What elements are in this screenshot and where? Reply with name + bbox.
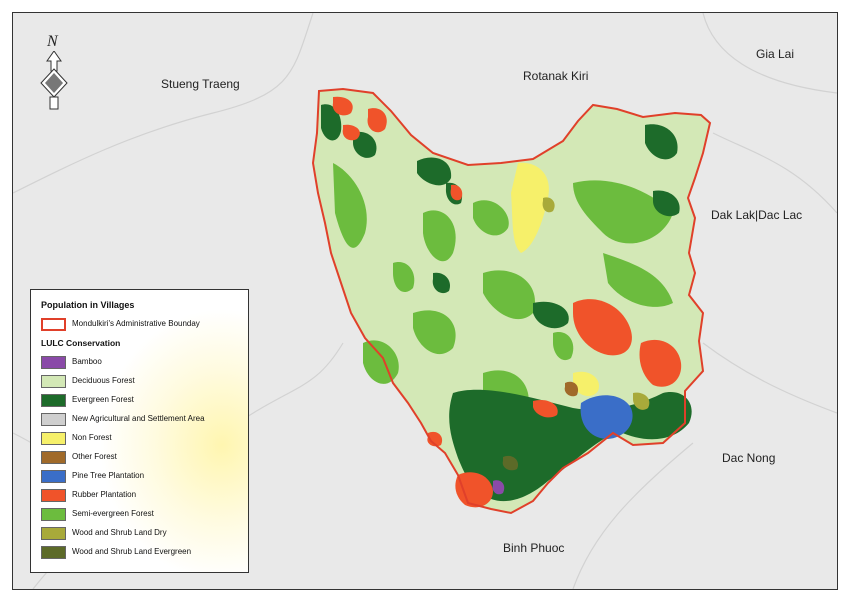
legend-swatch <box>41 470 66 483</box>
legend-swatch <box>41 508 66 521</box>
legend-swatch <box>41 489 66 502</box>
place-label-stueng-traeng: Stueng Traeng <box>161 77 240 91</box>
shrub-dry-patches <box>542 197 650 410</box>
legend-item-label: Wood and Shrub Land Evergreen <box>72 547 192 556</box>
bamboo-patch <box>492 480 505 495</box>
legend-item-label: Bamboo <box>72 357 102 366</box>
place-label-dak-lak: Dak Lak|Dac Lac <box>711 208 803 222</box>
rubber-plantation-patches <box>332 96 682 508</box>
mondulkiri-province <box>311 87 712 515</box>
legend-swatch <box>41 375 66 388</box>
legend-item-label: Deciduous Forest <box>72 376 135 385</box>
other-forest-patch <box>564 381 579 397</box>
boundary-swatch <box>41 318 66 331</box>
place-label-binh-phuoc: Binh Phuoc <box>503 541 565 555</box>
pine-plantation-patch <box>580 395 633 439</box>
legend-subtitle: LULC Conservation <box>41 338 121 348</box>
legend-item-label: Semi-evergreen Forest <box>72 509 154 518</box>
place-label-gia-lai: Gia Lai <box>756 47 795 61</box>
legend-swatch <box>41 546 66 559</box>
legend-swatch <box>41 527 66 540</box>
legend-swatch <box>41 451 66 464</box>
legend-item-label: Non Forest <box>72 433 112 442</box>
non-forest-patches <box>511 162 599 397</box>
legend-item-label: Wood and Shrub Land Dry <box>72 528 167 537</box>
legend-swatch <box>41 394 66 407</box>
legend-swatch <box>41 356 66 369</box>
legend-swatch <box>41 432 66 445</box>
map-canvas <box>13 13 837 589</box>
legend-item-label: Evergreen Forest <box>72 395 134 404</box>
legend-title: Population in Villages <box>41 300 135 310</box>
map-legend: Population in Villages Mondulkiri's Admi… <box>30 289 249 573</box>
legend-item-label: Rubber Plantation <box>72 490 137 499</box>
north-arrow-icon: N <box>39 33 69 111</box>
legend-swatch <box>41 413 66 426</box>
north-arrow-graphic <box>40 51 68 110</box>
legend-item-label: Other Forest <box>72 452 117 461</box>
shrub-evergreen-patch <box>502 455 519 471</box>
boundary-label: Mondulkiri's Administrative Bounday <box>72 319 200 328</box>
north-label: N <box>47 33 58 50</box>
place-label-dac-nong: Dac Nong <box>722 451 776 465</box>
map-frame: Stueng Traeng Rotanak Kiri Gia Lai Dak L… <box>12 12 838 590</box>
province-boundary-outline <box>311 87 712 515</box>
legend-item-label: Pine Tree Plantation <box>72 471 145 480</box>
place-label-rotanak-kiri: Rotanak Kiri <box>523 69 589 83</box>
legend-item-label: New Agricultural and Settlement Area <box>72 414 205 423</box>
